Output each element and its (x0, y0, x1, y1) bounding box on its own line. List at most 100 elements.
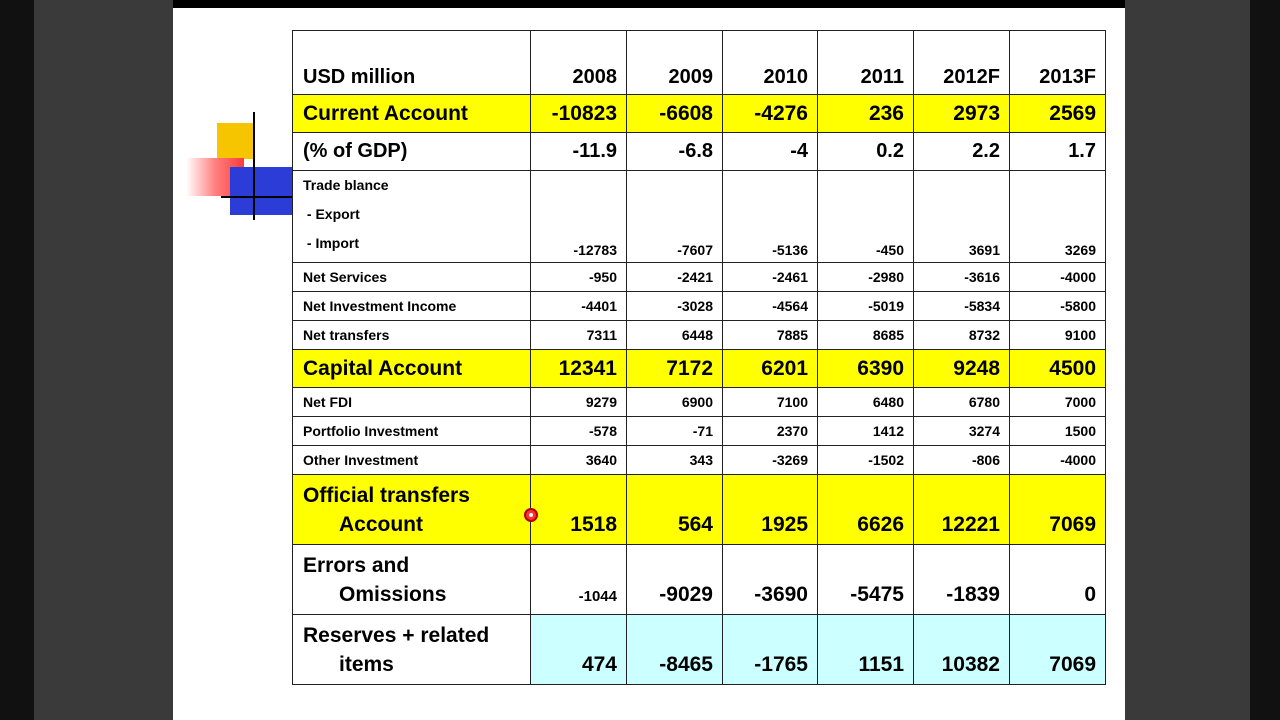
cell: -2421 (626, 262, 723, 292)
header-row: USD million 2008 2009 2010 2011 2012F 20… (292, 30, 1106, 95)
row-label: Net transfers (292, 320, 531, 350)
cell: -6.8 (626, 132, 723, 171)
trade-balance-row: Trade blance - Export - Import -12783 -7… (292, 170, 1106, 263)
cell: 2370 (722, 416, 818, 446)
cell: -1765 (722, 614, 818, 685)
cell: 7069 (1009, 614, 1106, 685)
cell: 1925 (722, 474, 818, 545)
cell: -7607 (626, 170, 723, 263)
cell: 1151 (817, 614, 914, 685)
portfolio-investment-row: Portfolio Investment -578 -71 2370 1412 … (292, 416, 1106, 446)
cell: -5136 (722, 170, 818, 263)
cell: 2569 (1009, 94, 1106, 133)
cell: 236 (817, 94, 914, 133)
year-header: 2012F (913, 30, 1010, 95)
cell: 1500 (1009, 416, 1106, 446)
frame-right-panel (1125, 0, 1250, 720)
cell: -1044 (530, 544, 627, 615)
current-account-row: Current Account -10823 -6608 -4276 236 2… (292, 94, 1106, 133)
cell: -4000 (1009, 262, 1106, 292)
cell: -806 (913, 445, 1010, 475)
row-label: Net Investment Income (292, 291, 531, 321)
cell: 10382 (913, 614, 1010, 685)
cell: 7000 (1009, 387, 1106, 417)
cell: -4564 (722, 291, 818, 321)
cell: -450 (817, 170, 914, 263)
cell: 7172 (626, 349, 723, 388)
cell: 6448 (626, 320, 723, 350)
cell: 12341 (530, 349, 627, 388)
cell: 8732 (913, 320, 1010, 350)
cell: 6201 (722, 349, 818, 388)
pointer-cursor-icon (524, 508, 538, 522)
row-label: Net Services (292, 262, 531, 292)
row-label: Capital Account (292, 349, 531, 388)
cell: -71 (626, 416, 723, 446)
year-header: 2011 (817, 30, 914, 95)
row-label: Net FDI (292, 387, 531, 417)
cell: -2980 (817, 262, 914, 292)
cell: 3274 (913, 416, 1010, 446)
cell: 2973 (913, 94, 1010, 133)
row-label-line1: Official transfers (303, 483, 470, 507)
cell: -2461 (722, 262, 818, 292)
trade-label: Trade blance (303, 177, 389, 193)
row-label: Official transfers Account (292, 474, 531, 545)
cell: 7311 (530, 320, 627, 350)
cell: 7069 (1009, 474, 1106, 545)
row-label-line2: Account (339, 512, 423, 536)
row-label-line1: Reserves + related (303, 623, 490, 647)
import-label: - Import (303, 235, 359, 251)
cell: 1.7 (1009, 132, 1106, 171)
net-investment-income-row: Net Investment Income -4401 -3028 -4564 … (292, 291, 1106, 321)
cell: -11.9 (530, 132, 627, 171)
cell: 343 (626, 445, 723, 475)
official-transfers-row: Official transfers Account 1518 564 1925… (292, 474, 1106, 545)
export-label: - Export (303, 206, 360, 222)
row-label: Current Account (292, 94, 531, 133)
row-label: Reserves + related items (292, 614, 531, 685)
cell: 564 (626, 474, 723, 545)
net-fdi-row: Net FDI 9279 6900 7100 6480 6780 7000 (292, 387, 1106, 417)
cell: -1839 (913, 544, 1010, 615)
cell: 1412 (817, 416, 914, 446)
balance-of-payments-table: USD million 2008 2009 2010 2011 2012F 20… (292, 30, 1106, 685)
frame-left-panel (34, 0, 173, 720)
cell: 1518 (530, 474, 627, 545)
cell: -3690 (722, 544, 818, 615)
year-header: 2010 (722, 30, 818, 95)
row-label-line2: items (339, 652, 394, 676)
cell: -4 (722, 132, 818, 171)
net-services-row: Net Services -950 -2421 -2461 -2980 -361… (292, 262, 1106, 292)
decor-vertical-line (253, 112, 255, 220)
cell: 6480 (817, 387, 914, 417)
cell: 0.2 (817, 132, 914, 171)
other-investment-row: Other Investment 3640 343 -3269 -1502 -8… (292, 445, 1106, 475)
pct-gdp-row: (% of GDP) -11.9 -6.8 -4 0.2 2.2 1.7 (292, 132, 1106, 171)
row-label: (% of GDP) (292, 132, 531, 171)
cell: 7885 (722, 320, 818, 350)
year-header: 2008 (530, 30, 627, 95)
cell: -3616 (913, 262, 1010, 292)
cell: -9029 (626, 544, 723, 615)
cell: 8685 (817, 320, 914, 350)
cell: 3640 (530, 445, 627, 475)
cell: 12221 (913, 474, 1010, 545)
cell: -4276 (722, 94, 818, 133)
decor-blue-square (230, 167, 292, 215)
cell: -5834 (913, 291, 1010, 321)
cell: 7100 (722, 387, 818, 417)
cell: -12783 (530, 170, 627, 263)
cell: -950 (530, 262, 627, 292)
cell: -578 (530, 416, 627, 446)
unit-label: USD million (292, 30, 531, 95)
cell: -3028 (626, 291, 723, 321)
row-label: Other Investment (292, 445, 531, 475)
cell: -1502 (817, 445, 914, 475)
reserves-row: Reserves + related items 474 -8465 -1765… (292, 614, 1106, 685)
year-header: 2013F (1009, 30, 1106, 95)
cell: 474 (530, 614, 627, 685)
cell: 3269 (1009, 170, 1106, 263)
row-label: Portfolio Investment (292, 416, 531, 446)
decor-yellow-square (217, 123, 253, 159)
